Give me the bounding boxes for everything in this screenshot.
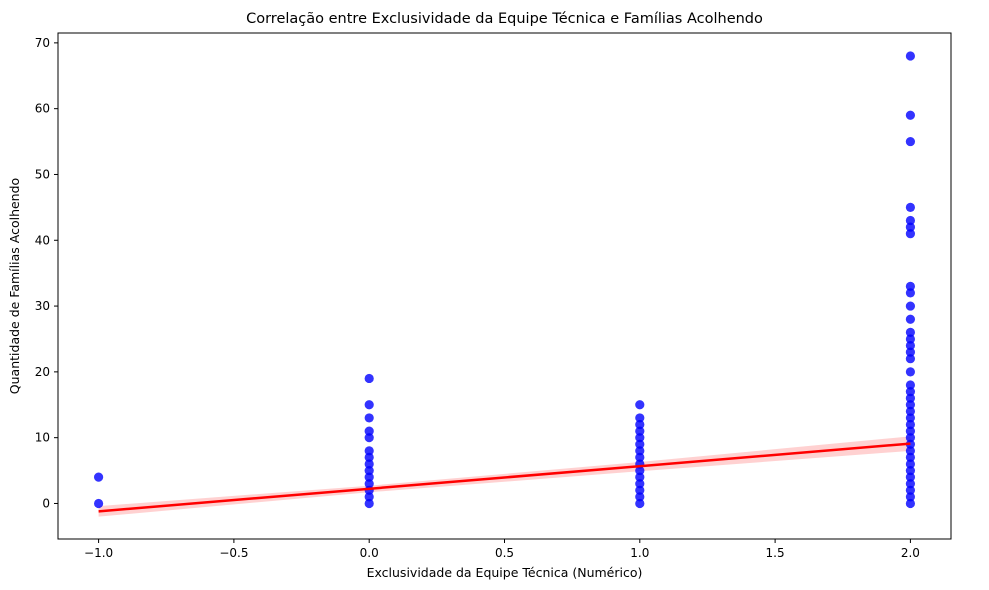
plot-area-frame — [57, 32, 952, 540]
data-point — [905, 380, 916, 390]
data-point — [905, 433, 916, 443]
data-point — [905, 288, 916, 298]
data-point — [93, 472, 104, 482]
data-point — [905, 479, 916, 489]
data-point — [905, 229, 916, 239]
data-point — [364, 413, 374, 423]
data-point — [905, 485, 916, 495]
data-point — [905, 51, 916, 61]
data-point — [364, 446, 374, 456]
data-point — [905, 347, 916, 357]
y-tick-label: 70 — [35, 36, 50, 50]
data-point — [905, 459, 916, 469]
x-tick-label: 1.0 — [630, 546, 649, 560]
data-point — [364, 492, 374, 502]
x-tick-label: −0.5 — [219, 546, 248, 560]
data-point — [905, 354, 916, 364]
y-axis-label: Quantidade de Famílias Acolhendo — [7, 178, 22, 394]
x-tick-label: 0.0 — [360, 546, 379, 560]
data-point — [364, 426, 374, 436]
data-point — [635, 465, 645, 476]
y-tick-label: 20 — [35, 365, 50, 379]
data-point — [905, 301, 916, 311]
x-axis-ticks: −1.0 −0.5 0.0 0.5 1.0 1.5 2.0 — [84, 539, 920, 560]
data-point — [905, 413, 916, 423]
data-point — [905, 334, 916, 344]
data-point — [364, 465, 374, 476]
y-axis-ticks: 0 10 20 30 40 50 60 70 — [35, 36, 58, 510]
data-point — [364, 400, 374, 410]
y-tick-label: 0 — [42, 496, 50, 510]
x-tick-label: 2.0 — [901, 546, 920, 560]
data-point — [364, 498, 374, 509]
data-point — [905, 465, 916, 476]
data-point — [905, 340, 916, 351]
x-tick-label: −1.0 — [84, 546, 113, 560]
data-point — [905, 314, 916, 324]
data-point — [364, 459, 374, 469]
x-tick-label: 0.5 — [495, 546, 514, 560]
data-point — [635, 446, 645, 456]
y-tick-label: 50 — [35, 167, 50, 181]
data-point — [635, 452, 645, 463]
data-point — [364, 373, 374, 384]
data-point — [635, 426, 645, 436]
regression-line-layer — [98, 442, 911, 513]
data-point — [364, 479, 374, 489]
y-tick-label: 10 — [35, 431, 50, 445]
data-point — [905, 472, 916, 482]
data-point — [635, 413, 645, 423]
data-point — [905, 452, 916, 463]
data-point — [364, 433, 374, 443]
data-point — [905, 327, 916, 337]
data-point — [364, 472, 374, 482]
data-point — [635, 479, 645, 489]
data-point — [905, 406, 916, 416]
data-point — [905, 419, 916, 430]
data-point — [635, 498, 645, 509]
data-point — [635, 485, 645, 495]
data-point — [905, 202, 916, 212]
y-tick-label: 60 — [35, 102, 50, 116]
data-point — [905, 446, 916, 456]
data-point — [905, 492, 916, 502]
data-point — [905, 426, 916, 436]
data-point — [905, 387, 916, 397]
data-point — [635, 419, 645, 430]
x-axis-label: Exclusividade da Equipe Técnica (Numéric… — [367, 565, 643, 580]
data-point — [905, 281, 916, 291]
data-point — [905, 110, 916, 120]
y-tick-label: 30 — [35, 299, 50, 313]
data-point — [905, 215, 916, 226]
data-point — [905, 400, 916, 410]
regression-line — [98, 442, 911, 513]
points-layer — [93, 51, 916, 509]
data-point — [635, 492, 645, 502]
x-tick-label: 1.5 — [766, 546, 785, 560]
data-point — [905, 498, 916, 509]
data-point — [635, 400, 645, 410]
data-point — [93, 498, 104, 509]
data-point — [364, 452, 374, 463]
data-point — [905, 136, 916, 147]
data-point — [635, 433, 645, 443]
data-point — [905, 393, 916, 403]
y-tick-label: 40 — [35, 233, 50, 247]
data-point — [635, 439, 645, 449]
chart-title: Correlação entre Exclusividade da Equipe… — [246, 11, 763, 27]
data-point — [635, 472, 645, 482]
data-point — [905, 367, 916, 377]
data-point — [905, 222, 916, 232]
